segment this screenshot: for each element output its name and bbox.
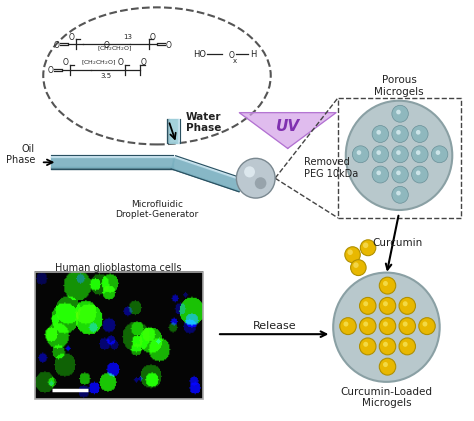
Text: $\mathsf{O}$: $\mathsf{O}$ [165,39,173,50]
Circle shape [347,249,353,255]
Circle shape [379,358,396,375]
Text: UV: UV [276,119,300,134]
Text: x: x [232,58,237,64]
Circle shape [340,318,356,335]
Circle shape [392,105,408,122]
Circle shape [376,130,381,135]
Circle shape [379,318,396,335]
Circle shape [403,301,408,306]
Circle shape [352,146,369,163]
Circle shape [399,297,416,314]
Circle shape [416,150,420,155]
Text: $\mathsf{O}$: $\mathsf{O}$ [68,31,75,42]
Circle shape [422,322,428,327]
Text: 3.5: 3.5 [100,73,111,79]
Circle shape [237,158,275,198]
Text: Oil
Phase: Oil Phase [6,144,35,165]
Text: Release: Release [253,321,297,331]
Circle shape [392,125,408,142]
Circle shape [383,322,388,327]
Circle shape [383,301,388,306]
Text: Human glioblastoma cells: Human glioblastoma cells [55,263,182,272]
Circle shape [360,297,376,314]
Circle shape [351,260,366,276]
Circle shape [383,281,388,286]
Circle shape [244,166,255,177]
Circle shape [333,272,440,382]
Text: $\mathsf{O}$: $\mathsf{O}$ [118,56,125,67]
Circle shape [376,150,381,155]
Circle shape [396,191,401,195]
Text: $\mathsf{[CH_2CH_2O]}$: $\mathsf{[CH_2CH_2O]}$ [97,45,132,53]
Text: $\mathsf{O}$: $\mathsf{O}$ [149,31,157,42]
Circle shape [411,125,428,142]
Circle shape [344,322,348,327]
Text: $\mathsf{O}$: $\mathsf{O}$ [47,64,54,75]
Polygon shape [172,158,243,191]
Circle shape [372,125,389,142]
Circle shape [363,242,368,248]
Text: $\mathsf{O}$: $\mathsf{O}$ [53,39,60,50]
Circle shape [363,342,368,347]
Bar [35,272,202,399]
Circle shape [411,146,428,163]
Circle shape [396,110,401,115]
Text: Removed
PEG 10kDa: Removed PEG 10kDa [304,157,358,179]
Circle shape [392,187,408,203]
Polygon shape [171,168,239,192]
Circle shape [396,150,401,155]
Text: Porous
Microgels: Porous Microgels [374,75,424,97]
Circle shape [363,322,368,327]
Circle shape [383,342,388,347]
Text: Curcumin-Loaded
Microgels: Curcumin-Loaded Microgels [340,387,432,408]
Circle shape [360,318,376,335]
Circle shape [416,130,420,135]
Circle shape [399,318,416,335]
Text: HO: HO [193,50,206,59]
Circle shape [363,301,368,306]
Polygon shape [175,156,243,181]
Circle shape [403,342,408,347]
Circle shape [353,262,359,268]
Circle shape [431,146,448,163]
Circle shape [383,362,388,367]
Circle shape [255,177,266,189]
Circle shape [436,150,440,155]
Text: $\mathsf{[CH_2CH_2O]}$: $\mathsf{[CH_2CH_2O]}$ [81,59,117,67]
Polygon shape [239,113,336,149]
Circle shape [372,146,389,163]
Circle shape [416,171,420,175]
Circle shape [392,166,408,183]
Text: $\mathsf{O}$: $\mathsf{O}$ [228,48,235,59]
Circle shape [346,101,452,210]
Circle shape [379,297,396,314]
Circle shape [372,166,389,183]
Circle shape [396,171,401,175]
Text: $\mathsf{O}$: $\mathsf{O}$ [140,56,147,67]
Text: $\mathsf{O}$: $\mathsf{O}$ [103,39,110,50]
Circle shape [411,166,428,183]
Circle shape [419,318,435,335]
Text: 13: 13 [123,34,132,40]
Circle shape [396,130,401,135]
Text: Water
Phase: Water Phase [186,112,221,133]
Circle shape [403,322,408,327]
Text: Microfluidic
Droplet-Generator: Microfluidic Droplet-Generator [115,200,199,219]
Text: H: H [251,50,257,59]
Circle shape [356,150,361,155]
Circle shape [399,338,416,355]
Text: $\mathsf{O}$: $\mathsf{O}$ [62,56,70,67]
Circle shape [345,247,360,263]
Circle shape [360,338,376,355]
Circle shape [379,338,396,355]
Text: Curcumin: Curcumin [372,238,422,248]
Circle shape [360,240,376,256]
Circle shape [379,277,396,294]
Circle shape [376,171,381,175]
Circle shape [392,146,408,163]
